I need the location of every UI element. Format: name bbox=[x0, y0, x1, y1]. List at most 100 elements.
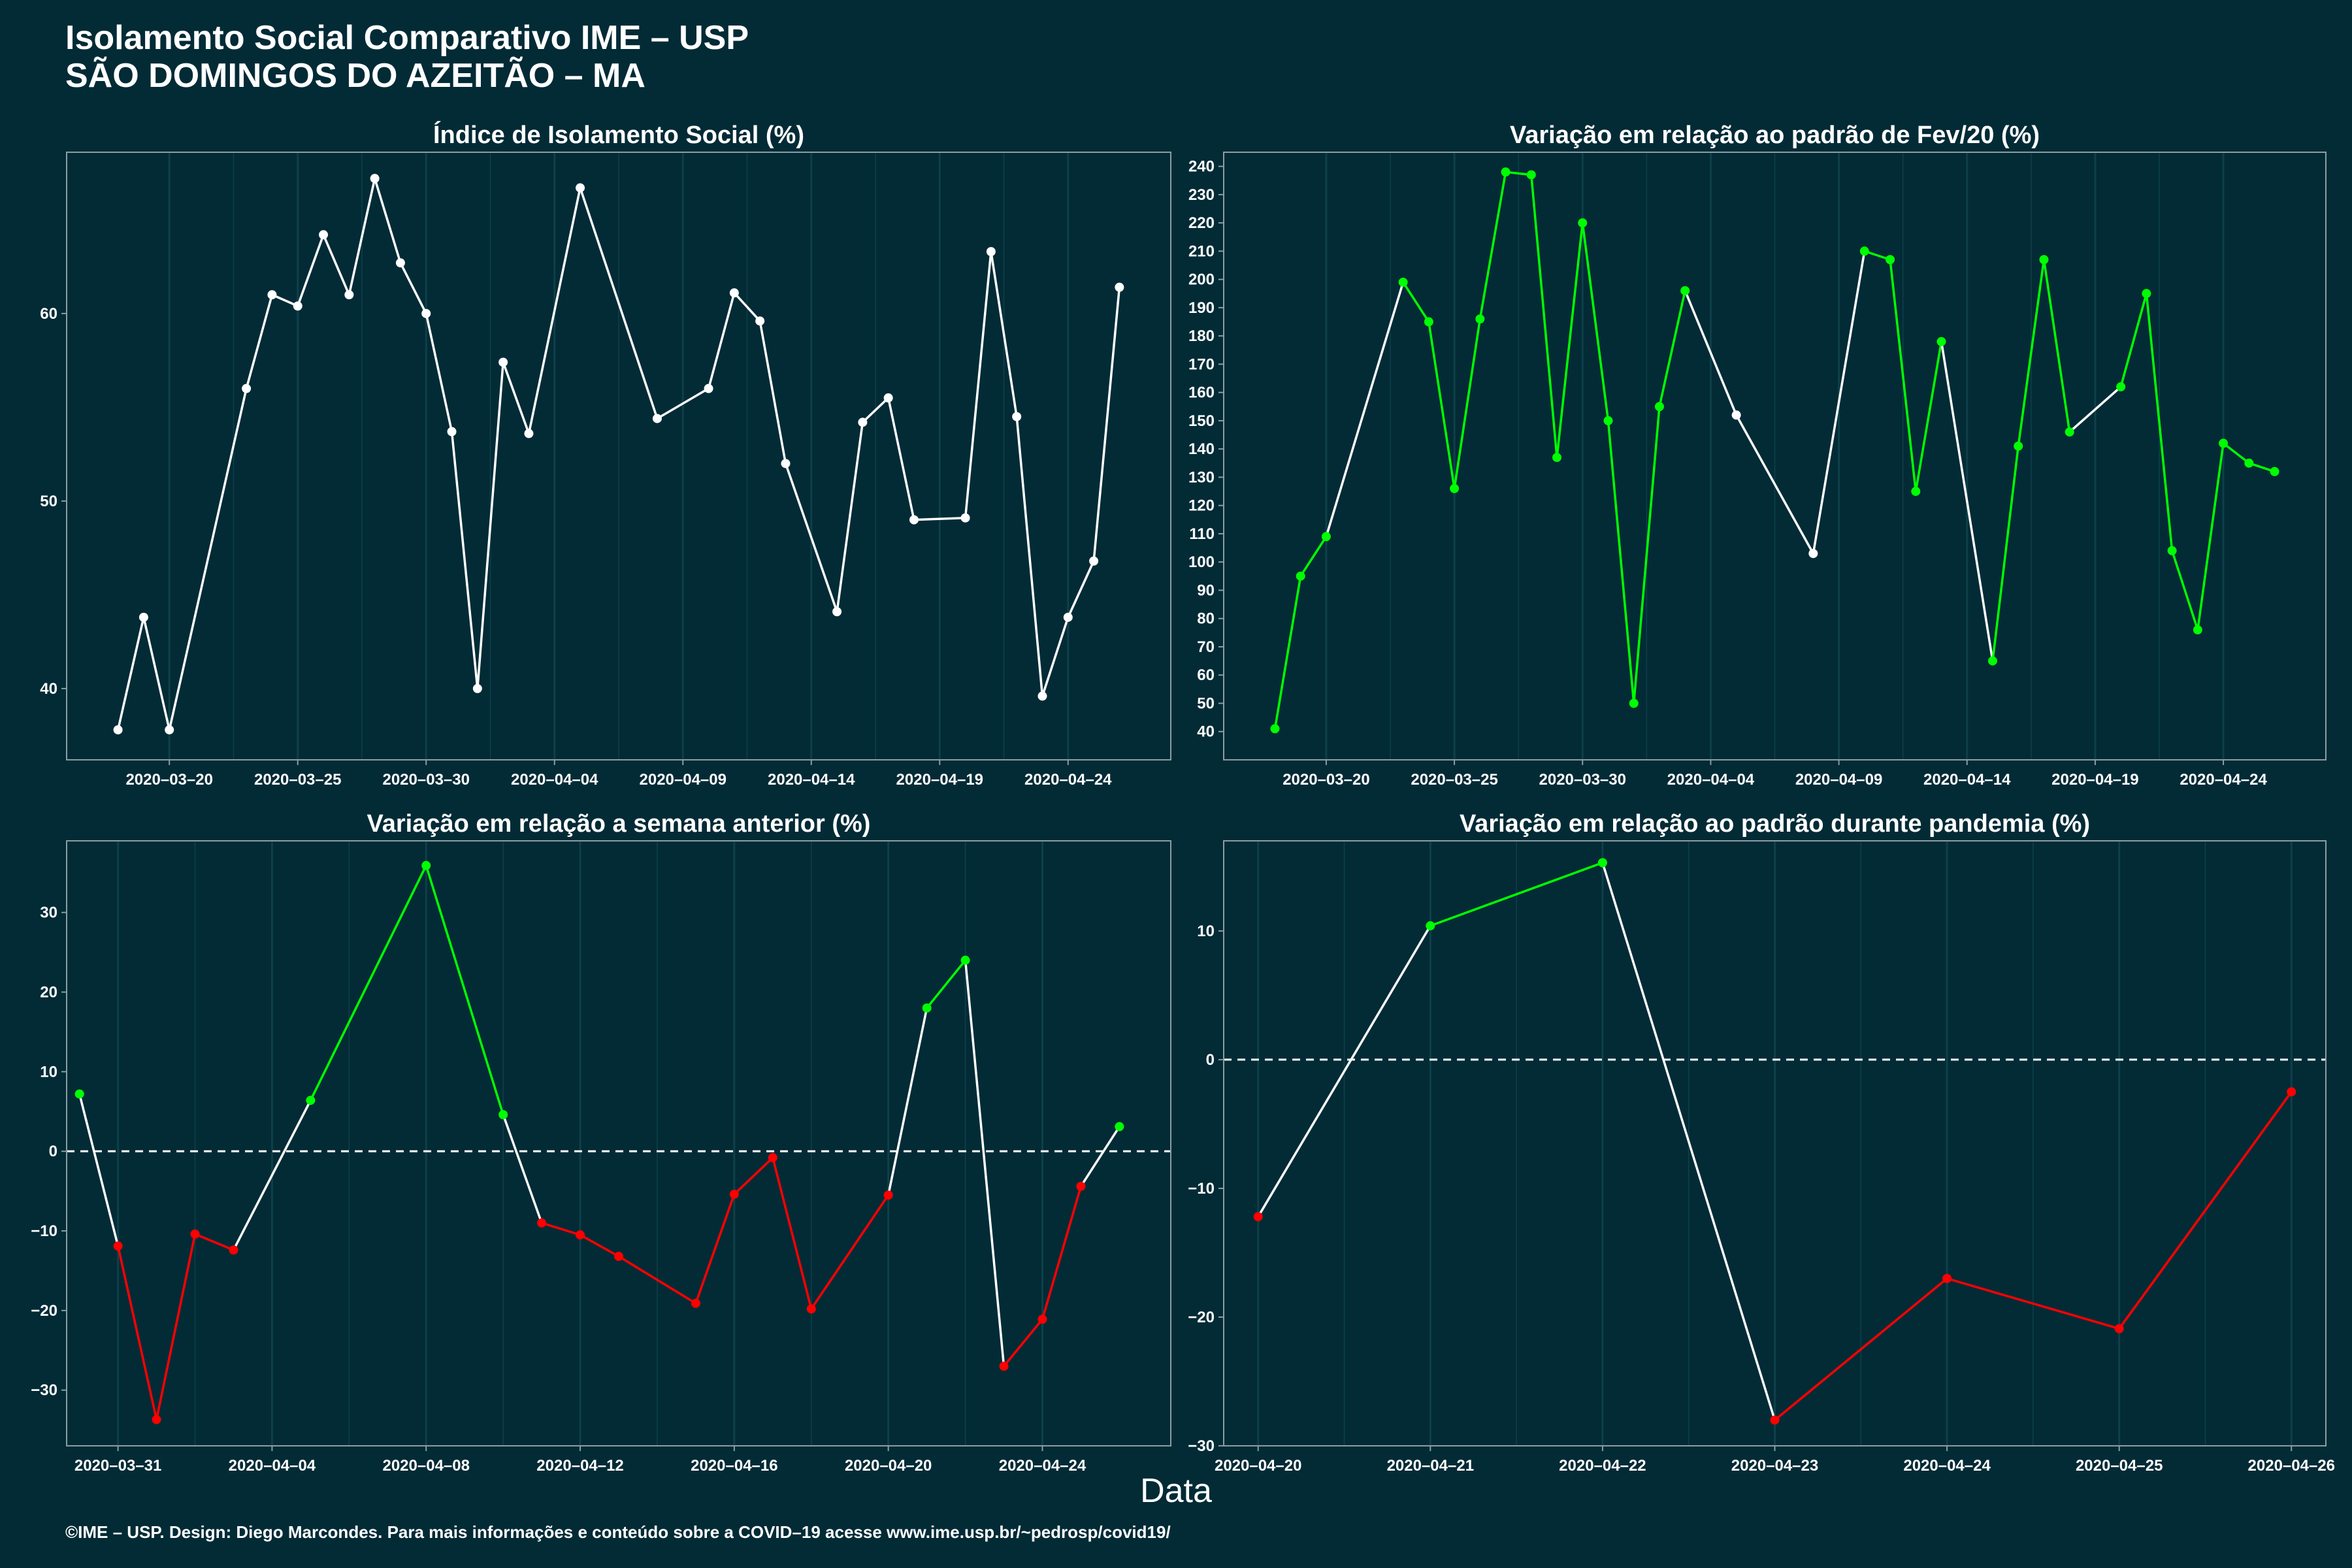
data-point bbox=[1424, 317, 1433, 327]
data-point bbox=[498, 1110, 508, 1120]
data-point bbox=[614, 1252, 623, 1262]
data-point bbox=[1603, 416, 1613, 425]
series-segment bbox=[964, 960, 1005, 1367]
data-point bbox=[165, 725, 174, 735]
x-tick-label: 2020–03–25 bbox=[1411, 771, 1497, 789]
series-segment bbox=[309, 864, 427, 1101]
x-tick-label: 2020–04–08 bbox=[382, 1457, 469, 1475]
data-point bbox=[858, 417, 868, 427]
data-point bbox=[113, 725, 123, 735]
x-tick-label: 2020–04–26 bbox=[2248, 1457, 2335, 1475]
series-segment bbox=[1607, 420, 1635, 704]
plot-frame bbox=[66, 840, 1171, 1446]
series-segment bbox=[733, 1156, 774, 1196]
x-tick-label: 2020–04–20 bbox=[1215, 1457, 1301, 1475]
data-point bbox=[1859, 246, 1869, 256]
series-segment bbox=[78, 1094, 120, 1247]
series-segment bbox=[1041, 617, 1070, 696]
series-segment bbox=[322, 234, 350, 295]
series-segment bbox=[476, 362, 504, 689]
chart-panel-isolamento: Índice de Isolamento Social (%) 40 50 60 202… bbox=[40, 120, 1171, 789]
series-segment bbox=[887, 397, 915, 520]
series-segment bbox=[579, 187, 659, 419]
y-tick-label: −20 bbox=[1188, 1309, 1215, 1326]
x-tick-label: 2020–04–19 bbox=[896, 771, 983, 789]
x-tick-label: 2020–04–04 bbox=[511, 771, 598, 789]
series-segment bbox=[913, 516, 966, 521]
data-point bbox=[1597, 858, 1607, 868]
y-tick-label: 0 bbox=[49, 1143, 57, 1160]
series-segment bbox=[1991, 446, 2019, 661]
series-segment bbox=[399, 262, 427, 314]
series-segment bbox=[772, 1157, 813, 1309]
data-point bbox=[1115, 1122, 1124, 1132]
series-segment bbox=[2068, 385, 2122, 433]
data-point bbox=[2167, 546, 2177, 555]
x-axis-label: Data bbox=[1140, 1472, 1212, 1510]
data-point bbox=[2287, 1087, 2296, 1097]
series-segment bbox=[1812, 251, 1866, 554]
data-point bbox=[74, 1089, 84, 1099]
y-tick-label: 50 bbox=[1197, 694, 1215, 712]
data-point bbox=[1398, 277, 1408, 287]
data-point bbox=[2116, 382, 2126, 392]
data-point bbox=[267, 290, 277, 300]
data-point bbox=[1253, 1212, 1263, 1222]
series-segment bbox=[541, 1222, 581, 1236]
panel-title: Variação em relação ao padrão durante pa… bbox=[1460, 810, 2090, 838]
series-segment bbox=[618, 1255, 696, 1305]
series-segment bbox=[232, 1100, 312, 1251]
data-point bbox=[524, 429, 534, 438]
data-point bbox=[421, 308, 431, 318]
data-point bbox=[883, 1190, 893, 1200]
data-point bbox=[806, 1304, 816, 1314]
series-segment bbox=[1889, 259, 1918, 492]
x-tick-label: 2020–04–16 bbox=[691, 1457, 777, 1475]
data-point bbox=[1911, 487, 1921, 497]
data-point bbox=[421, 860, 431, 870]
data-point bbox=[1426, 921, 1435, 931]
y-tick-label: 70 bbox=[1197, 638, 1215, 656]
data-point bbox=[960, 513, 970, 523]
x-tick-label: 2020–04–21 bbox=[1387, 1457, 1474, 1475]
series-segment bbox=[2145, 293, 2174, 551]
x-tick-label: 2020–04–22 bbox=[1559, 1457, 1646, 1475]
data-point bbox=[1808, 549, 1818, 559]
data-point bbox=[1886, 255, 1895, 265]
series-segment bbox=[297, 234, 325, 306]
data-point bbox=[1270, 724, 1280, 734]
footer-credits: ©IME – USP. Design: Diego Marcondes. Par… bbox=[65, 1522, 1171, 1542]
data-point bbox=[1012, 412, 1022, 421]
series-segment bbox=[116, 617, 145, 730]
data-point bbox=[1578, 218, 1588, 228]
x-tick-label: 2020–04–24 bbox=[2180, 771, 2267, 789]
series-segment bbox=[1946, 1277, 2120, 1330]
series-segment bbox=[2170, 550, 2199, 630]
y-tick-label: 110 bbox=[1189, 525, 1215, 543]
x-tick-label: 2020–03–20 bbox=[125, 771, 212, 789]
series-segment bbox=[1067, 561, 1095, 618]
series-segment bbox=[271, 293, 299, 307]
data-point bbox=[1089, 556, 1099, 566]
data-point bbox=[537, 1218, 547, 1228]
series-segment bbox=[1428, 321, 1456, 489]
y-tick-label: 90 bbox=[1197, 581, 1215, 599]
series-segment bbox=[990, 251, 1018, 417]
y-tick-label: 150 bbox=[1188, 412, 1215, 430]
data-point bbox=[306, 1096, 316, 1105]
data-point bbox=[1501, 167, 1511, 177]
series-segment bbox=[2197, 443, 2225, 630]
series-segment bbox=[657, 387, 710, 420]
y-tick-label: 10 bbox=[40, 1063, 57, 1081]
series-segment bbox=[1273, 576, 1302, 729]
series-segment bbox=[836, 422, 864, 612]
chart-panel-semana: Variação em relação a semana anterior (%… bbox=[31, 810, 1171, 1475]
data-point bbox=[1037, 691, 1047, 701]
data-point bbox=[113, 1241, 123, 1251]
y-tick-label: 40 bbox=[1197, 723, 1215, 741]
series-segment bbox=[1658, 290, 1686, 407]
series-segment bbox=[964, 251, 992, 518]
series-segment bbox=[1092, 287, 1121, 561]
